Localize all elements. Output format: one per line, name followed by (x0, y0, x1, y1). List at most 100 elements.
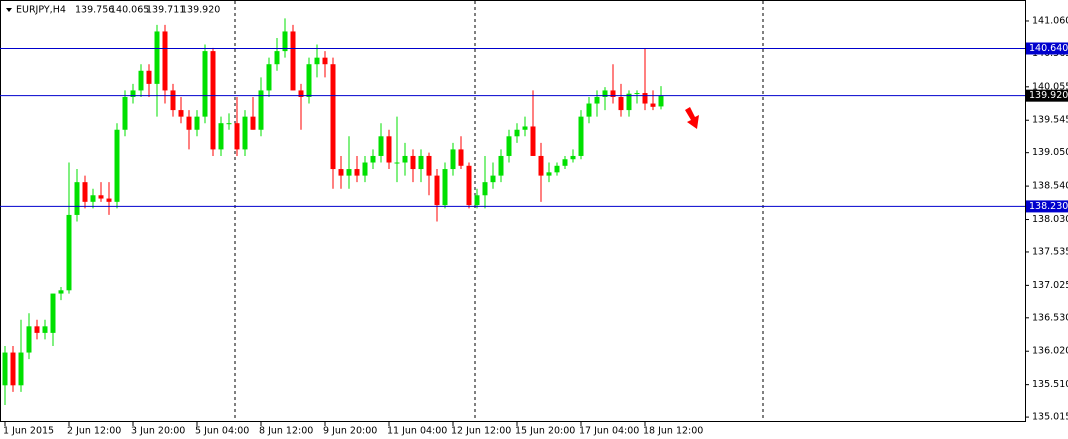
candle-body (322, 57, 328, 65)
candle-body (50, 293, 56, 333)
price-label: 139.920 (1029, 90, 1068, 101)
candle-body (194, 116, 200, 130)
candle-body (386, 136, 392, 163)
x-tick-label: 5 Jun 04:00 (195, 426, 249, 437)
candle-body (298, 90, 304, 97)
candle-body (642, 93, 648, 104)
y-tick-label: 138.030 (1032, 214, 1068, 225)
candle-body (266, 64, 272, 91)
candle-body (330, 64, 336, 170)
candle-body (570, 155, 576, 160)
candle-body (474, 195, 480, 206)
candle-body (346, 169, 352, 176)
candle-body (306, 64, 312, 97)
arrow (685, 107, 699, 129)
y-tick-label: 136.020 (1032, 346, 1068, 357)
candle-body (362, 162, 368, 176)
candle-body (82, 182, 88, 202)
y-tick-label: 135.015 (1032, 412, 1068, 423)
candle-body (26, 326, 32, 353)
candle-body (282, 31, 288, 52)
candle-body (74, 182, 80, 215)
candle-body (314, 57, 320, 65)
y-tick-label: 139.050 (1032, 147, 1068, 158)
header-high: 140.065 (110, 5, 149, 16)
candle-body (226, 123, 232, 125)
header-close: 139.920 (181, 5, 220, 16)
candle-body (202, 51, 208, 117)
candle-body (178, 110, 184, 117)
candle-body (98, 195, 104, 199)
candle-body (434, 175, 440, 206)
candle-body (546, 172, 552, 176)
price-label-box (1026, 42, 1068, 55)
candle-body (90, 195, 96, 202)
candle-body (354, 169, 360, 176)
header-low: 139.711 (146, 5, 185, 16)
x-tick-label: 15 Jun 20:00 (515, 426, 575, 437)
candle-body (394, 162, 400, 164)
price-label-box (1026, 200, 1068, 213)
candle-body (514, 129, 520, 137)
candle-body (482, 182, 488, 196)
candle-body (290, 31, 296, 91)
candle-body (122, 96, 128, 130)
candle-body (114, 129, 120, 202)
candle-body (402, 155, 408, 163)
candle-body (466, 165, 472, 206)
candle-body (450, 149, 456, 170)
candle-body (594, 96, 600, 104)
candle-body (610, 90, 616, 97)
candle-body (442, 169, 448, 206)
candle-body (538, 155, 544, 176)
candle-body (138, 70, 144, 91)
candle-body (218, 123, 224, 150)
candle-body (154, 31, 160, 84)
candle-body (530, 126, 536, 156)
candle-body (242, 116, 248, 150)
plot-frame (0, 0, 1026, 422)
candle-body (18, 352, 24, 386)
price-label: 140.640 (1029, 43, 1068, 54)
x-tick-label: 1 Jun 2015 (3, 426, 54, 437)
candle-body (578, 116, 584, 156)
candle-body (370, 155, 376, 163)
candle-body (626, 93, 632, 111)
price-label-box (1026, 89, 1068, 102)
y-tick-label: 139.545 (1032, 115, 1068, 126)
x-tick-label: 11 Jun 04:00 (387, 426, 447, 437)
candle-body (410, 155, 416, 170)
candle-body (554, 165, 560, 173)
candle-body (234, 123, 240, 150)
x-tick-label: 12 Jun 12:00 (451, 426, 511, 437)
candle-body (634, 93, 640, 95)
y-tick-label: 137.025 (1032, 280, 1068, 291)
candle-body (506, 136, 512, 156)
candle-body (498, 155, 504, 176)
candle-body (186, 116, 192, 130)
y-tick-label: 141.060 (1032, 15, 1068, 26)
candle-body (130, 90, 136, 97)
candle-body (586, 103, 592, 117)
y-tick-label: 140.055 (1032, 81, 1068, 92)
candle-body (522, 126, 528, 130)
candle-body (106, 198, 112, 202)
candle-body (618, 96, 624, 111)
candle-body (426, 155, 432, 176)
candle-body (250, 116, 256, 130)
y-tick-label: 135.510 (1032, 379, 1068, 390)
x-tick-label: 3 Jun 20:00 (131, 426, 185, 437)
candle-body (146, 70, 152, 84)
x-tick-label: 9 Jun 20:00 (323, 426, 377, 437)
candle-body (258, 90, 264, 130)
candle-body (2, 352, 8, 386)
x-tick-label: 18 Jun 12:00 (643, 426, 703, 437)
candle-body (562, 159, 568, 166)
candle-body (458, 149, 464, 166)
candle-body (170, 90, 176, 111)
candle-body (10, 352, 16, 386)
x-tick-label: 8 Jun 12:00 (259, 426, 313, 437)
header-open: 139.756 (75, 5, 114, 16)
